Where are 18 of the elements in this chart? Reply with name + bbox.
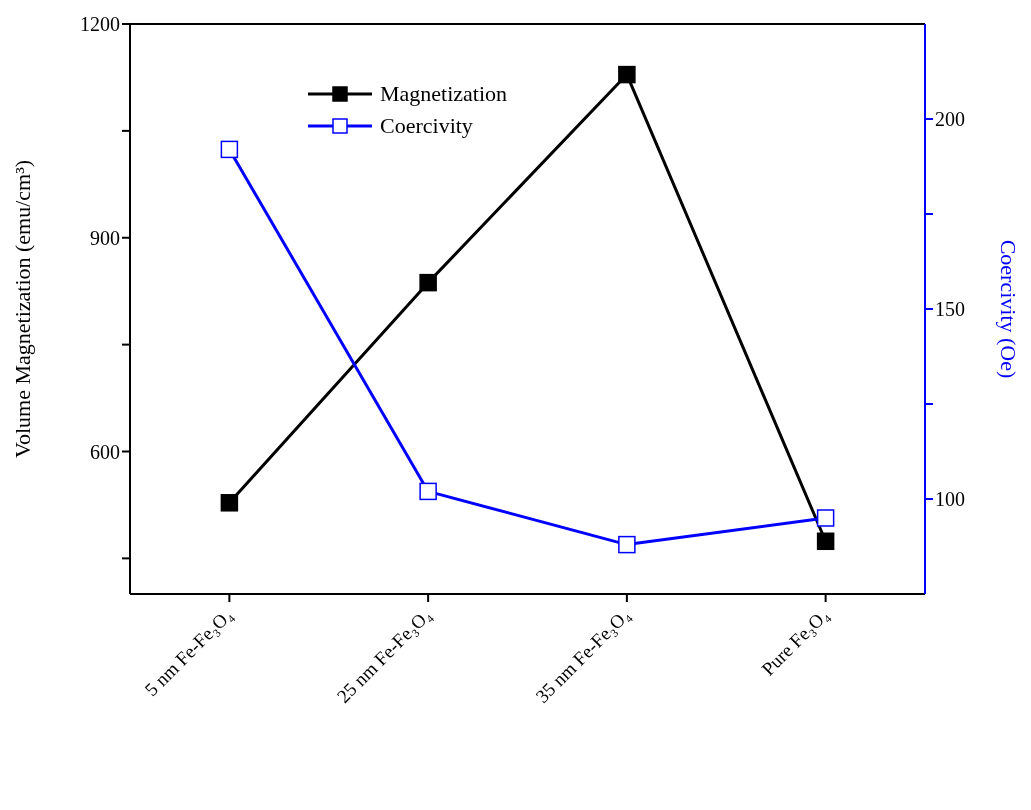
point	[220, 140, 239, 159]
point	[220, 494, 239, 512]
point	[618, 535, 636, 554]
y-axis-title: Volume Magnetization (emu/cm³)	[10, 159, 35, 459]
y2-tick-label: 200	[935, 108, 965, 131]
y-tick-label: 900	[90, 226, 120, 249]
y2-tick-label: 150	[935, 298, 965, 321]
y-tick-label: 600	[90, 440, 120, 463]
point	[618, 65, 636, 84]
y-tick-label: 1200	[80, 13, 120, 36]
y2-axis-title: Coercivity (Oe)	[996, 239, 1021, 379]
point	[419, 273, 437, 292]
point	[816, 532, 835, 551]
point	[816, 509, 835, 527]
point	[419, 482, 437, 501]
legend-label: Magnetization	[380, 81, 508, 107]
y2-tick-label: 100	[935, 488, 965, 511]
legend-label: Coercivity	[380, 113, 473, 139]
